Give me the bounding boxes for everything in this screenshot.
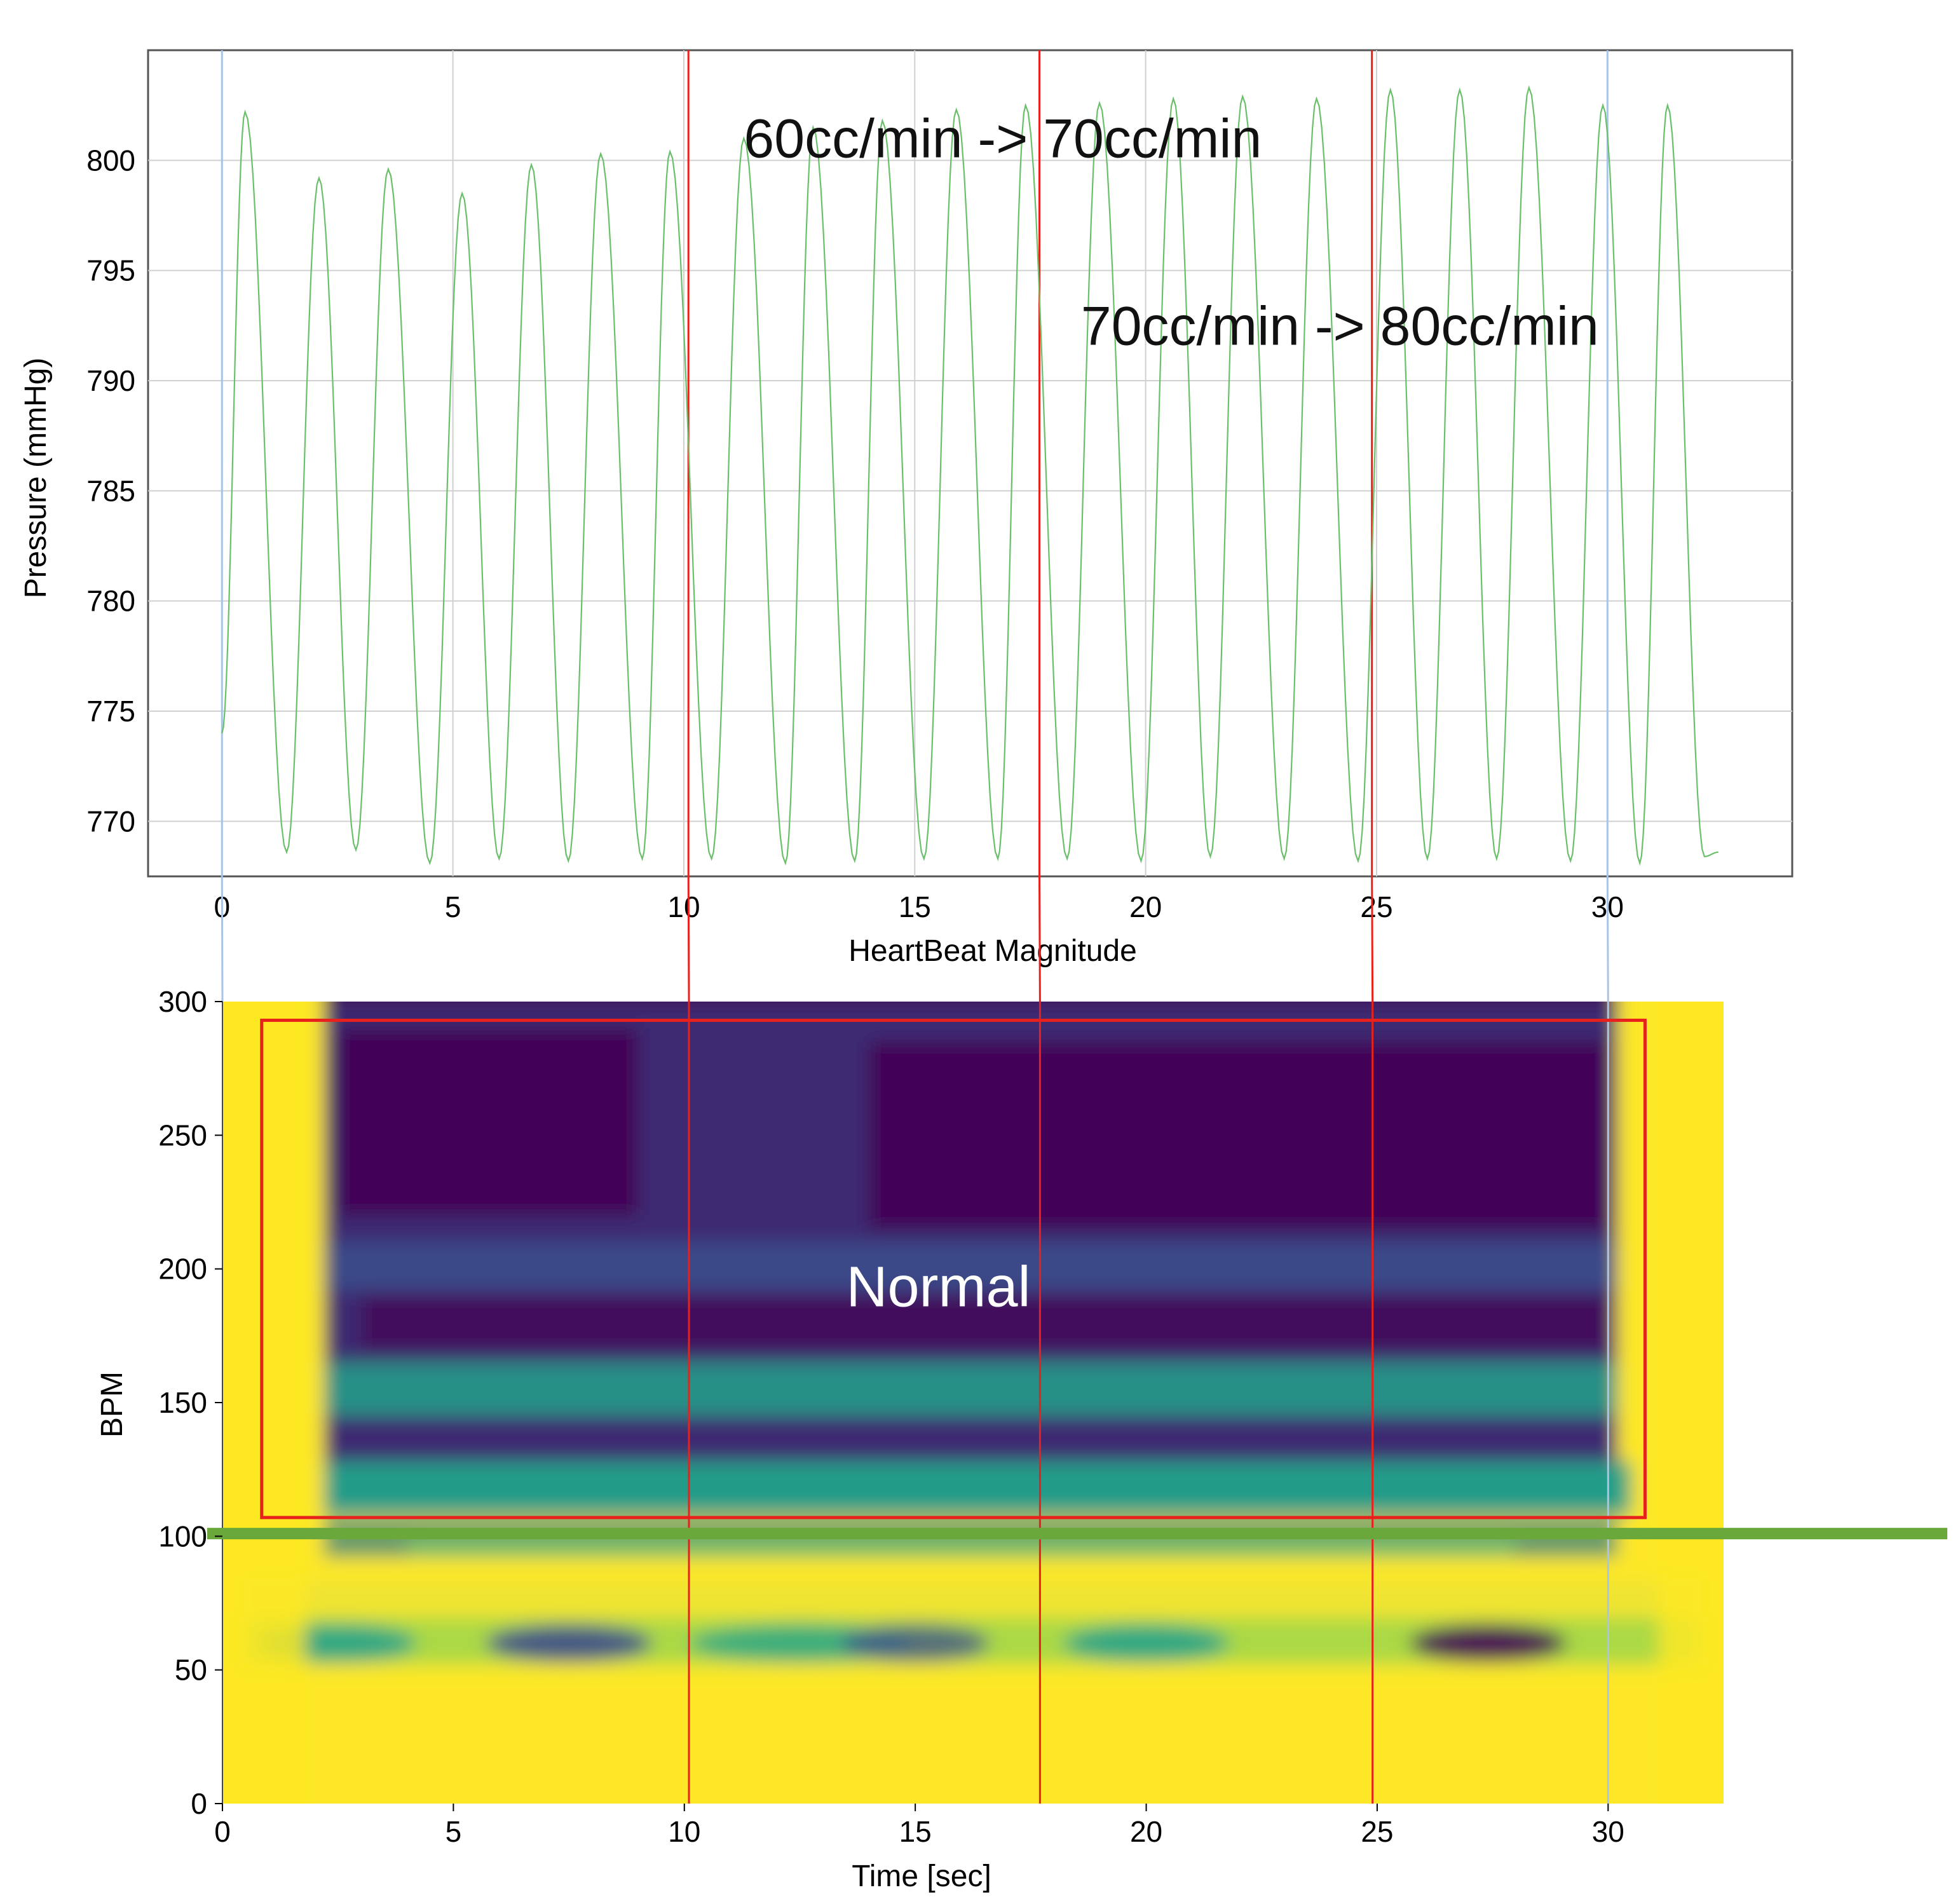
heat-purple-zone bbox=[869, 1042, 1609, 1229]
heat-spot-60 bbox=[1409, 1624, 1567, 1663]
panel-connector-line bbox=[1371, 876, 1374, 1002]
pressure-series-line bbox=[221, 85, 1718, 866]
bottom-y-tick-label: 250 bbox=[158, 1119, 207, 1152]
bottom-y-tick-label: 150 bbox=[158, 1386, 207, 1419]
bottom-x-axis-title: Time [sec] bbox=[852, 1860, 991, 1893]
top-x-axis-title: HeartBeat Magnitude bbox=[848, 934, 1137, 968]
heat-band-115 bbox=[323, 1461, 1631, 1515]
heat-spot-60 bbox=[1063, 1624, 1230, 1663]
panel-connector-line bbox=[687, 876, 690, 1002]
heat-band-faint bbox=[245, 1579, 1701, 1612]
top-plot-area bbox=[147, 49, 1793, 878]
top-y-tick-label: 795 bbox=[86, 254, 135, 287]
heat-spot-60 bbox=[486, 1624, 652, 1663]
bottom-y-axis-title: BPM bbox=[95, 1371, 129, 1438]
heat-left-edge bbox=[222, 1002, 306, 1804]
bottom-x-tick-label: 15 bbox=[899, 1815, 932, 1848]
top-y-tick-label: 775 bbox=[86, 695, 135, 728]
bottom-y-tick-label: 200 bbox=[158, 1253, 207, 1286]
bpm-spectrogram: Normal 0 50 100 150 200 250 300 0 5 10 15 20 25 30 T… bbox=[95, 876, 1947, 1893]
bottom-y-tick-label: 300 bbox=[158, 985, 207, 1018]
heat-purple-zone bbox=[361, 1295, 1609, 1349]
top-y-tick-label: 790 bbox=[86, 364, 135, 397]
top-x-tick-label: 5 bbox=[445, 890, 461, 923]
bottom-x-tick-label: 20 bbox=[1130, 1815, 1162, 1848]
top-vertical-markers bbox=[221, 50, 1609, 876]
bottom-x-tick-labels: 0 5 10 15 20 25 30 bbox=[214, 1804, 1624, 1848]
bottom-x-tick-label: 5 bbox=[446, 1815, 462, 1848]
top-annotations: 60cc/min -> 70cc/min 70cc/min -> 80cc/min bbox=[744, 109, 1598, 357]
bottom-y-tick-label: 0 bbox=[191, 1787, 207, 1820]
panel-connector-line bbox=[1606, 876, 1609, 1002]
heat-right-edge bbox=[1659, 1002, 1724, 1804]
bottom-x-tick-label: 30 bbox=[1592, 1815, 1624, 1848]
heat-band-155 bbox=[323, 1362, 1617, 1417]
top-x-tick-label: 10 bbox=[667, 890, 700, 923]
top-y-tick-label: 800 bbox=[86, 144, 135, 177]
heat-spot-60 bbox=[841, 1624, 990, 1663]
top-y-tick-labels: 770 775 780 785 790 795 800 bbox=[86, 144, 135, 838]
heat-band-200 bbox=[323, 1242, 1617, 1291]
bottom-x-tick-label: 10 bbox=[668, 1815, 700, 1848]
heat-purple-zone bbox=[337, 1028, 639, 1216]
bottom-x-tick-label: 25 bbox=[1361, 1815, 1393, 1848]
bottom-y-tick-labels: 0 50 100 150 200 250 300 bbox=[158, 985, 222, 1820]
normal-region-label: Normal bbox=[846, 1256, 1030, 1319]
top-x-tick-label: 25 bbox=[1360, 890, 1392, 923]
normal-region-box bbox=[260, 1018, 1647, 1520]
bottom-vertical-markers bbox=[221, 876, 1609, 1804]
top-x-tick-label: 20 bbox=[1129, 890, 1162, 923]
bottom-y-tick-label: 50 bbox=[175, 1654, 207, 1687]
heatmap-surface bbox=[222, 1002, 1724, 1804]
top-y-tick-label: 770 bbox=[86, 805, 135, 838]
top-x-tick-label: 15 bbox=[899, 890, 931, 923]
bottom-x-tick-label: 0 bbox=[214, 1815, 231, 1848]
top-y-tick-label: 780 bbox=[86, 585, 135, 618]
top-y-tick-label: 785 bbox=[86, 474, 135, 507]
top-annotation-text: 60cc/min -> 70cc/min bbox=[744, 109, 1262, 170]
bottom-y-tick-label: 100 bbox=[158, 1520, 207, 1553]
top-annotation-text: 70cc/min -> 80cc/min bbox=[1081, 296, 1599, 357]
heat-edge-green bbox=[407, 1536, 1516, 1558]
top-y-axis-title: Pressure (mmHg) bbox=[19, 358, 53, 599]
